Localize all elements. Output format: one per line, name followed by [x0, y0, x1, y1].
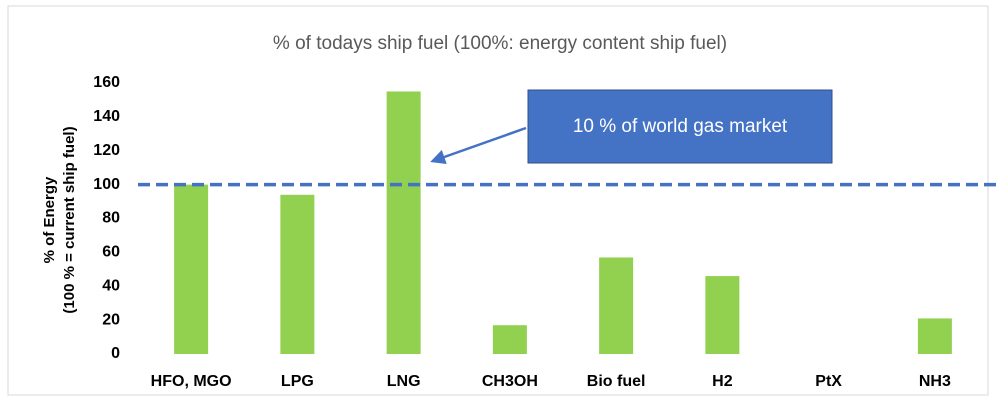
- x-tick-label: HFO, MGO: [151, 373, 232, 390]
- y-tick-label: 40: [102, 277, 120, 294]
- y-label-line: (100 % = current ship fuel): [61, 126, 78, 313]
- bar: [599, 257, 634, 354]
- x-tick-label: PtX: [815, 373, 842, 390]
- bar: [280, 194, 315, 354]
- bar: [174, 184, 209, 354]
- x-tick-label: H2: [712, 373, 733, 390]
- annotation-arrow: [430, 126, 527, 165]
- x-tick-label: LPG: [281, 373, 314, 390]
- annotation-box: [527, 89, 833, 164]
- chart-title: % of todays ship fuel (100%: energy cont…: [273, 33, 727, 54]
- y-axis-label: % of Energy (100 % = current ship fuel): [41, 126, 78, 313]
- y-tick-label: 60: [102, 244, 120, 261]
- annotation-text: 10 % of world gas market: [573, 116, 788, 137]
- y-tick-label: 140: [93, 108, 120, 125]
- y-tick-label: 80: [102, 210, 120, 227]
- y-label-line: % of Energy: [41, 176, 58, 263]
- x-tick-label: CH3OH: [482, 373, 538, 390]
- y-tick-label: 120: [93, 142, 120, 159]
- y-tick-label: 160: [93, 74, 120, 91]
- y-tick-label: 0: [111, 345, 120, 362]
- y-tick-label: 20: [102, 311, 120, 328]
- x-tick-label: NH3: [919, 373, 951, 390]
- y-tick-label: 100: [93, 176, 120, 193]
- x-tick-label: LNG: [387, 373, 421, 390]
- bar: [705, 276, 740, 354]
- bar: [386, 91, 421, 354]
- bar: [492, 325, 527, 354]
- x-tick-label: Bio fuel: [587, 373, 646, 390]
- bar: [917, 318, 952, 354]
